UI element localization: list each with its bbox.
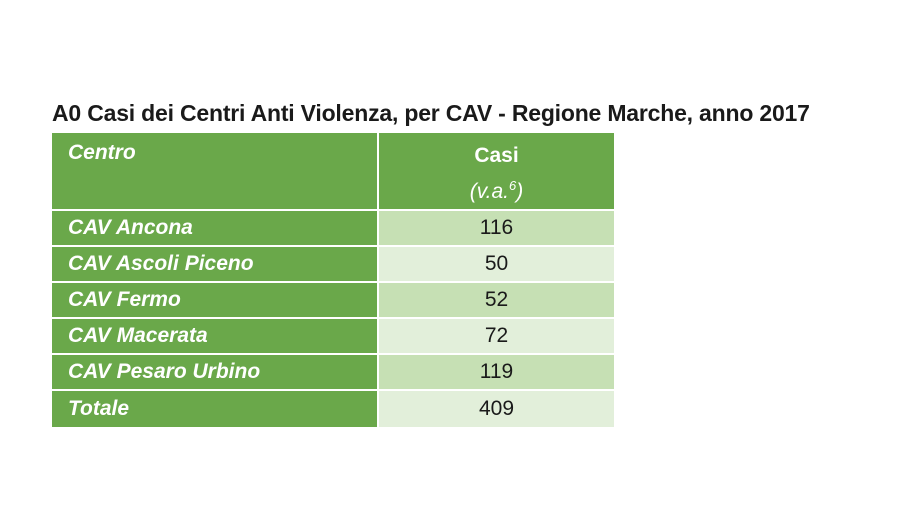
row-value: 50 (378, 245, 614, 282)
header-casi-label: Casi (474, 144, 519, 167)
row-name: CAV Fermo (52, 281, 379, 318)
header-casi-unit: (v.a.6) (469, 178, 524, 203)
total-value: 409 (378, 389, 614, 427)
table-row: CAV Ascoli Piceno 50 (52, 245, 614, 282)
table-header-row: Centro Casi (v.a.6) (52, 133, 614, 210)
row-name: CAV Macerata (52, 317, 379, 354)
header-casi: Casi (v.a.6) (378, 133, 614, 210)
row-value: 52 (378, 281, 614, 318)
table-row: CAV Fermo 52 (52, 281, 614, 318)
footnote-marker: 6 (509, 178, 517, 193)
total-label: Totale (52, 389, 379, 427)
table-row: CAV Ancona 116 (52, 209, 614, 246)
table-row: CAV Pesaro Urbino 119 (52, 353, 614, 390)
row-value: 116 (378, 209, 614, 246)
table-row: CAV Macerata 72 (52, 317, 614, 354)
total-row: Totale 409 (52, 389, 614, 427)
row-name: CAV Ancona (52, 209, 379, 246)
row-name: CAV Pesaro Urbino (52, 353, 379, 390)
row-value: 72 (378, 317, 614, 354)
header-centro: Centro (52, 133, 379, 210)
table-title: A0 Casi dei Centri Anti Violenza, per CA… (52, 100, 810, 126)
cav-cases-table: Centro Casi (v.a.6) CAV Ancona 116 CAV A… (52, 133, 614, 427)
row-name: CAV Ascoli Piceno (52, 245, 379, 282)
row-value: 119 (378, 353, 614, 390)
